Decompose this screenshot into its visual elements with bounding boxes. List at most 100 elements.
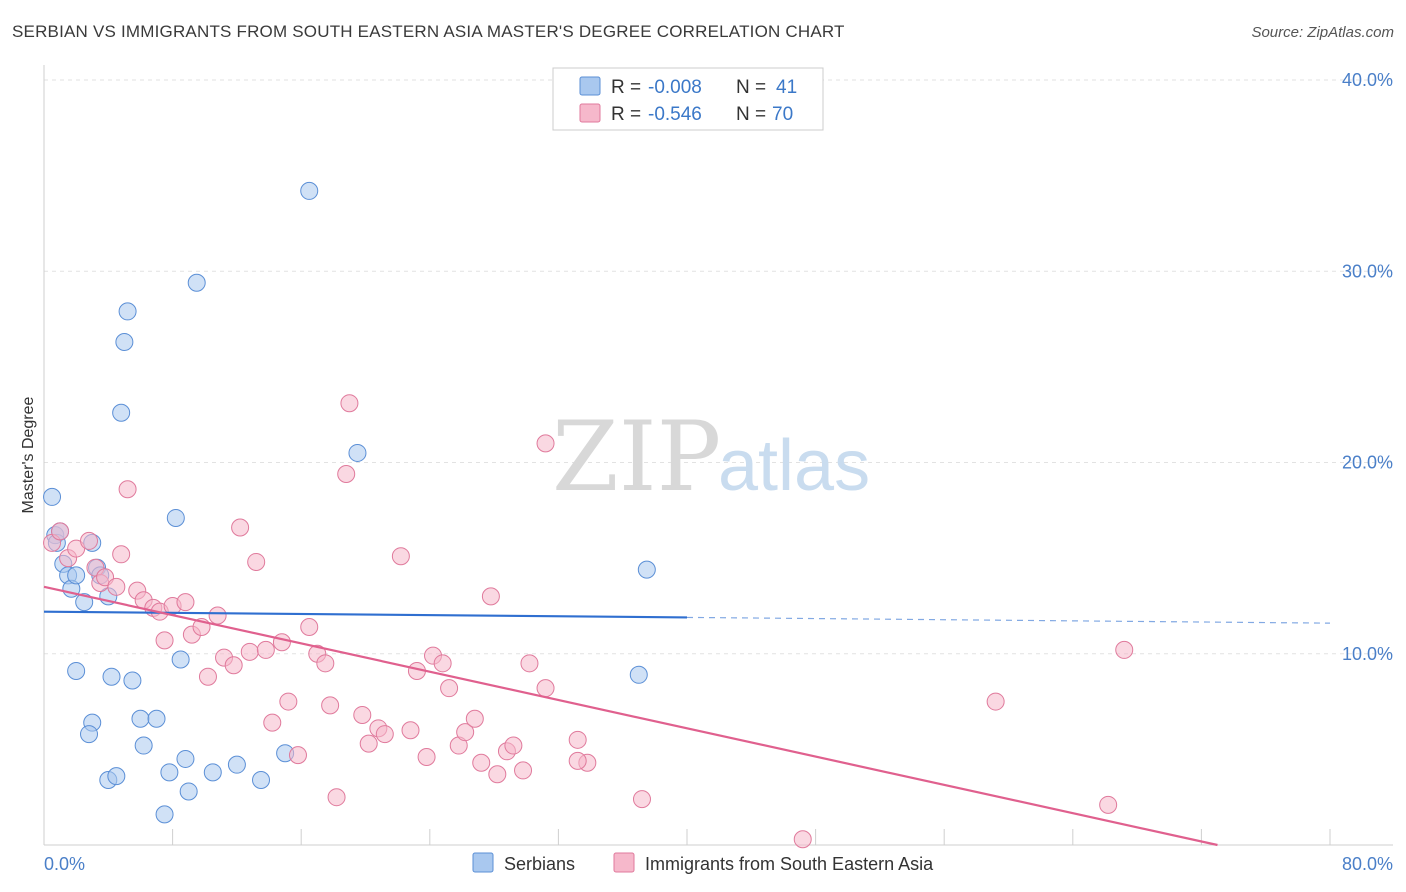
immigrant-point (536, 679, 555, 698)
series-legend-serbians: Serbians (504, 854, 575, 874)
immigrant-point (391, 547, 410, 566)
x-tick-labels: 0.0% 80.0% (44, 854, 1393, 874)
immigrant-point (112, 545, 131, 564)
immigrant-point (247, 552, 266, 571)
immigrant-point (986, 692, 1005, 711)
serbian-point (171, 650, 190, 669)
y-tick-label: 40.0% (1342, 70, 1393, 90)
immigrant-point (1115, 640, 1134, 659)
immigrant-point (208, 606, 227, 625)
immigrant-point (300, 617, 319, 636)
serbian-point (75, 593, 94, 612)
immigrant-point (417, 748, 436, 767)
immigrant-point (263, 713, 282, 732)
immigrant-point (279, 692, 298, 711)
axes (43, 65, 1393, 846)
immigrant-point (240, 642, 259, 661)
serbian-point (166, 508, 185, 527)
immigrant-point (288, 746, 307, 765)
immigrant-point (472, 753, 491, 772)
immigrant-point (433, 654, 452, 673)
serbian-point (115, 333, 134, 352)
serbian-point (637, 560, 656, 579)
grid (44, 79, 1393, 655)
serbian-point (252, 770, 271, 789)
legend-n-label-2: N = (736, 104, 766, 125)
legend-n-label-1: N = (736, 77, 766, 98)
immigrant-point (340, 394, 359, 413)
correlation-legend: R = -0.008 N = 41 R = -0.546 N = 70 (552, 67, 824, 131)
data-points (43, 181, 1134, 849)
serbian-point (300, 181, 319, 200)
serbian-point (131, 709, 150, 728)
serbian-point (187, 273, 206, 292)
immigrant-point (272, 633, 291, 652)
immigrants-trend-line (43, 585, 1218, 847)
serbian-point (147, 709, 166, 728)
immigrant-point (465, 709, 484, 728)
immigrant-point (321, 696, 340, 715)
serbian-point (155, 805, 174, 824)
immigrant-point (456, 723, 475, 742)
immigrant-point (231, 518, 250, 537)
legend-r-value-1: -0.008 (648, 77, 702, 98)
legend-n-value-2: 70 (772, 104, 793, 125)
immigrant-point (488, 765, 507, 784)
immigrant-point (155, 631, 174, 650)
chart-source: Source: ZipAtlas.com (1251, 24, 1394, 41)
immigrant-point (316, 654, 335, 673)
legend-r-label-1: R = (611, 77, 641, 98)
serbian-point (348, 443, 367, 462)
serbian-point (67, 661, 86, 680)
immigrant-point (1099, 795, 1118, 814)
x-tick-max: 80.0% (1342, 854, 1393, 874)
serbian-point (80, 725, 99, 744)
immigrant-point (353, 705, 372, 724)
serbian-point (43, 487, 62, 506)
immigrant-point (375, 725, 394, 744)
watermark: ZIP atlas (552, 401, 870, 513)
legend-r-value-2: -0.546 (648, 104, 702, 125)
immigrant-point (401, 721, 420, 740)
immigrant-point (107, 577, 126, 596)
serbian-point (629, 665, 648, 684)
chart-title: SERBIAN VS IMMIGRANTS FROM SOUTH EASTERN… (12, 22, 845, 41)
immigrant-point (568, 730, 587, 749)
serbian-point (227, 755, 246, 774)
serbian-point (102, 667, 121, 686)
immigrant-point (632, 790, 651, 809)
immigrant-point (176, 593, 195, 612)
serbian-point (112, 403, 131, 422)
y-tick-label: 20.0% (1342, 453, 1393, 473)
serbians-trend-extension (686, 616, 1331, 624)
x-tick-min: 0.0% (44, 854, 85, 874)
series-legend-immigrants: Immigrants from South Eastern Asia (645, 854, 934, 874)
legend-swatch-serbians (579, 76, 601, 96)
immigrant-point (198, 667, 217, 686)
y-tick-label: 30.0% (1342, 261, 1393, 281)
serbian-point (160, 763, 179, 782)
y-axis-label: Master's Degree (20, 396, 37, 513)
serbian-point (118, 302, 137, 321)
immigrant-point (440, 679, 459, 698)
immigrant-point (504, 736, 523, 755)
serbian-point (179, 782, 198, 801)
y-tick-labels: 10.0% 20.0% 30.0% 40.0% (1342, 70, 1393, 664)
serbian-point (203, 763, 222, 782)
trend-lines (43, 585, 1331, 847)
immigrant-point (80, 531, 99, 550)
y-tick-label: 10.0% (1342, 644, 1393, 664)
immigrant-point (118, 480, 137, 499)
watermark-zip: ZIP (552, 401, 721, 513)
serbian-point (134, 736, 153, 755)
immigrant-point (337, 464, 356, 483)
immigrant-point (793, 830, 812, 849)
serbian-point (67, 566, 86, 585)
legend-swatch-immigrants (579, 103, 601, 123)
immigrant-point (359, 734, 378, 753)
immigrant-point (536, 434, 555, 453)
serbian-point (107, 767, 126, 786)
immigrant-point (520, 654, 539, 673)
legend-n-value-1: 41 (776, 77, 797, 98)
